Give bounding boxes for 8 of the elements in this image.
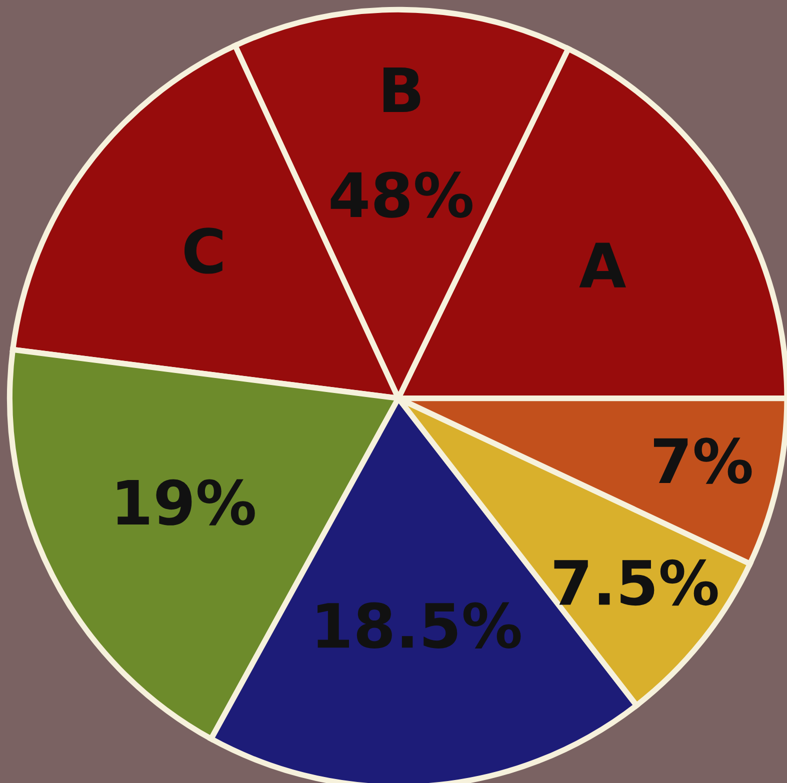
slice-label: B [384,67,420,112]
data-label: 18.5% [318,602,521,648]
data-label: 7% [654,438,752,484]
text: 48% [330,172,472,218]
data-label: 19% [117,479,255,526]
slice-label: A [579,242,626,288]
data-label: 7.5% [554,559,718,606]
slice-label: C [184,228,222,274]
